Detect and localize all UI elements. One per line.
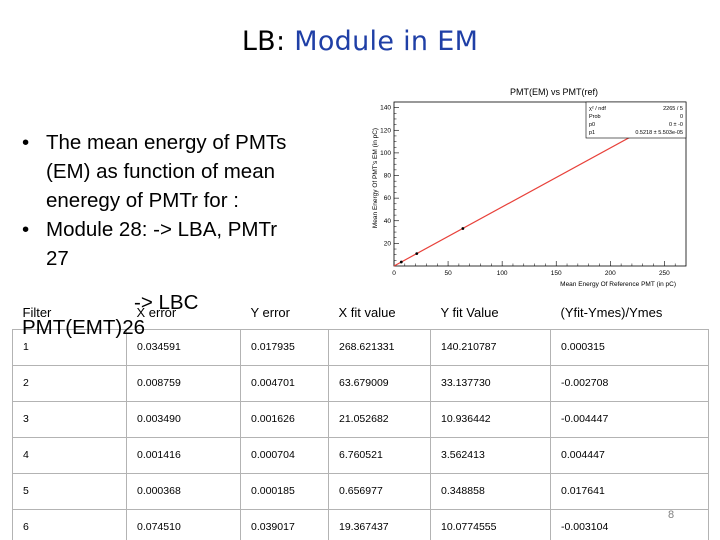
table-cell: 19.367437 [328, 508, 431, 540]
table-cell: 5 [12, 472, 127, 510]
plot-frame [393, 101, 687, 267]
table-cell: 0.039017 [240, 508, 329, 540]
y-tick-label: 20 [384, 240, 392, 247]
table-cell: 0.000368 [126, 472, 241, 510]
y-tick-label: 60 [384, 195, 392, 202]
x-tick-label: 150 [551, 270, 562, 277]
y-tick-label: 140 [380, 105, 391, 112]
stats-label: Prob [589, 114, 601, 120]
partial-line-pmt: PMT(EMT)26 [22, 316, 145, 339]
title-accent: Module in EM [294, 26, 479, 57]
x-tick-label: 200 [605, 270, 616, 277]
table-cell: 0.348858 [430, 472, 551, 510]
y-tick-label: 80 [384, 173, 392, 180]
table-cell: 0.034591 [126, 328, 241, 366]
table-cell: 33.137730 [430, 364, 551, 402]
table-cell: 268.621331 [328, 328, 431, 366]
table-cell: 4 [12, 436, 127, 474]
table-cell: 0.074510 [126, 508, 241, 540]
table-cell: 0.017641 [550, 472, 709, 510]
x-tick-label: 50 [444, 270, 452, 277]
y-axis-label: Mean Energy Of PMT's EM (in pC) [372, 128, 379, 228]
table-cell: 0.000704 [240, 436, 329, 474]
table-header-row: Filter X error Y error X fit value Y fit… [13, 296, 709, 329]
bullet-2-line-2: 27 [46, 247, 69, 270]
table-cell: 0.001626 [240, 400, 329, 438]
fit-plot: PMT(EM) vs PMT(ref) 0 50 100 150 200 250 20 40 6… [364, 80, 694, 290]
partial-line-lbc: -> LBC [134, 291, 199, 314]
table-cell: -0.002708 [550, 364, 709, 402]
table-cell: -0.003104 [550, 508, 709, 540]
header-relative-diff: (Yfit-Ymes)/Ymes [560, 304, 663, 320]
table-cell: 0.004447 [550, 436, 709, 474]
stats-label: p0 [589, 122, 595, 128]
x-axis-label: Mean Energy Of Reference PMT (in pC) [560, 281, 676, 288]
stats-label: p1 [589, 130, 595, 136]
table-cell: 0.000185 [240, 472, 329, 510]
table-cell: 0.003490 [126, 400, 241, 438]
table-cell: 0.008759 [126, 364, 241, 402]
table-cell: 0.001416 [126, 436, 241, 474]
stats-label: χ² / ndf [589, 106, 606, 112]
data-point [399, 260, 403, 264]
stats-frame [585, 101, 687, 139]
stats-box: χ² / ndf 2265 / 5 Prob 0 p0 0 ± -0 p1 0.5218 ± … [585, 101, 687, 139]
stats-value: 0 ± -0 [669, 122, 683, 128]
table-cell: 3.562413 [430, 436, 551, 474]
header-x-fit: X fit value [338, 304, 396, 320]
bullet-1-line-2: (EM) as function of mean [46, 160, 276, 183]
table-row: 4 0.001416 0.000704 6.760521 3.562413 0.00444… [12, 436, 709, 474]
table-cell: 6.760521 [328, 436, 431, 474]
table-cell: 0.656977 [328, 472, 431, 510]
table-cell: -0.004447 [550, 400, 709, 438]
header-y-error: Y error [250, 304, 291, 320]
bullet-2-line-1: Module 28: -> LBA, PMTr [46, 218, 278, 241]
y-tick-label: 120 [380, 127, 391, 134]
header-y-fit: Y fit Value [440, 304, 499, 320]
table-cell: 0.000315 [550, 328, 709, 366]
page-number: 8 [668, 509, 675, 521]
stats-value: 0.5218 ± 5.503e-05 [635, 130, 683, 136]
x-tick-label: 100 [497, 270, 508, 277]
stats-value: 2265 / 5 [663, 106, 683, 112]
plot-title: PMT(EM) vs PMT(ref) [510, 87, 598, 97]
y-tick-label: 100 [380, 150, 391, 157]
table-cell: 0.017935 [240, 328, 329, 366]
table-row: 2 0.008759 0.004701 63.679009 33.137730 -0.00… [12, 364, 709, 402]
filter-table: Filter X error Y error X fit value Y fit… [12, 296, 709, 540]
x-tick-label: 0 [392, 270, 396, 277]
header-x-error: X error [136, 304, 177, 320]
table-cell: 0.004701 [240, 364, 329, 402]
header-filter: Filter [22, 304, 52, 320]
data-point [415, 252, 419, 256]
bullet-1-line-3: eneregy of PMTr for : [46, 189, 239, 212]
table-row: 6 0.074510 0.039017 19.367437 10.0774555 -0.0… [12, 508, 709, 540]
table-row: 3 0.003490 0.001626 21.052682 10.936442 -0.00… [12, 400, 709, 438]
table-row: 5 0.000368 0.000185 0.656977 0.348858 0.01764… [12, 472, 709, 510]
table-cell: 2 [12, 364, 127, 402]
table-cell: 10.0774555 [430, 508, 551, 540]
table-cell: 21.052682 [328, 400, 431, 438]
x-tick-label: 250 [659, 270, 670, 277]
title-prefix: LB: [241, 26, 295, 57]
slide-title: LB: Module in EM [0, 26, 720, 57]
bullet-list: The mean energy of PMTs (EM) as function… [22, 128, 362, 314]
stats-value: 0 [680, 114, 683, 120]
bullet-1: The mean energy of PMTs (EM) as function… [22, 128, 362, 215]
bullet-2: Module 28: -> LBA, PMTr 27 [22, 215, 362, 273]
plot-axes: 0 50 100 150 200 250 20 40 60 80 100 120 140 [380, 101, 687, 277]
table-cell: 63.679009 [328, 364, 431, 402]
table-cell: 6 [12, 508, 127, 540]
table-row: 1 0.034591 0.017935 268.621331 140.210787 0.0… [12, 328, 709, 366]
bullet-1-line-1: The mean energy of PMTs [46, 131, 287, 154]
y-tick-label: 40 [384, 218, 392, 225]
table-cell: 140.210787 [430, 328, 551, 366]
table-cell: 3 [12, 400, 127, 438]
data-point [461, 227, 465, 230]
table-cell: 10.936442 [430, 400, 551, 438]
